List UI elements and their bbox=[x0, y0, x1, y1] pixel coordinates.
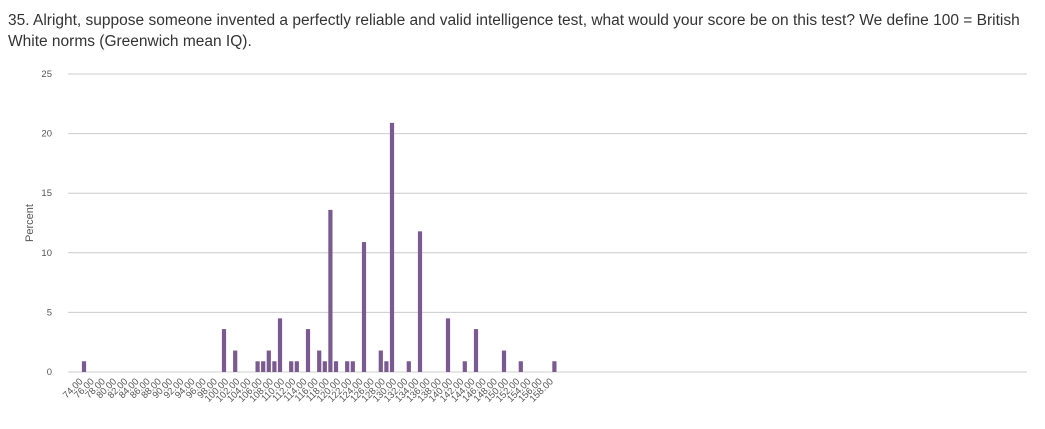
y-tick-label: 25 bbox=[41, 69, 52, 80]
y-tick-label: 5 bbox=[47, 307, 52, 318]
bar bbox=[272, 361, 277, 372]
question-title: 35. Alright, suppose someone invented a … bbox=[8, 12, 1020, 50]
y-tick-label: 20 bbox=[41, 129, 52, 140]
y-axis-label: Percent bbox=[24, 204, 36, 242]
gridlines bbox=[68, 73, 1027, 373]
bar bbox=[255, 361, 260, 372]
bar bbox=[294, 361, 299, 372]
y-tick-label: 0 bbox=[47, 367, 52, 378]
bar bbox=[462, 361, 467, 372]
bar bbox=[261, 361, 266, 372]
bar bbox=[406, 361, 411, 372]
bar bbox=[328, 209, 333, 372]
bar bbox=[518, 361, 523, 372]
bar bbox=[473, 329, 479, 372]
bar bbox=[552, 361, 557, 372]
bar bbox=[361, 242, 367, 372]
bar bbox=[345, 361, 350, 372]
bar bbox=[333, 361, 339, 372]
bar bbox=[384, 361, 389, 372]
bar bbox=[322, 361, 327, 372]
bar bbox=[317, 350, 322, 372]
bar bbox=[417, 231, 423, 372]
bar bbox=[378, 350, 383, 372]
x-axis-ticks: 74.0076.0078.0080.0082.0084.0086.0088.00… bbox=[61, 376, 556, 404]
y-tick-label: 15 bbox=[41, 188, 52, 199]
bar bbox=[266, 350, 271, 372]
bar bbox=[389, 122, 395, 372]
bar bbox=[81, 361, 87, 372]
y-axis-ticks: 0 5 10 15 20 25 bbox=[41, 69, 52, 378]
bar bbox=[233, 350, 238, 372]
y-tick-label: 10 bbox=[41, 248, 52, 259]
bar bbox=[445, 318, 451, 372]
bar bbox=[501, 350, 507, 372]
bar bbox=[305, 329, 311, 372]
bar bbox=[221, 329, 227, 372]
bar bbox=[350, 361, 355, 372]
bar bbox=[289, 361, 294, 372]
bar bbox=[277, 318, 283, 372]
bars bbox=[81, 122, 557, 372]
